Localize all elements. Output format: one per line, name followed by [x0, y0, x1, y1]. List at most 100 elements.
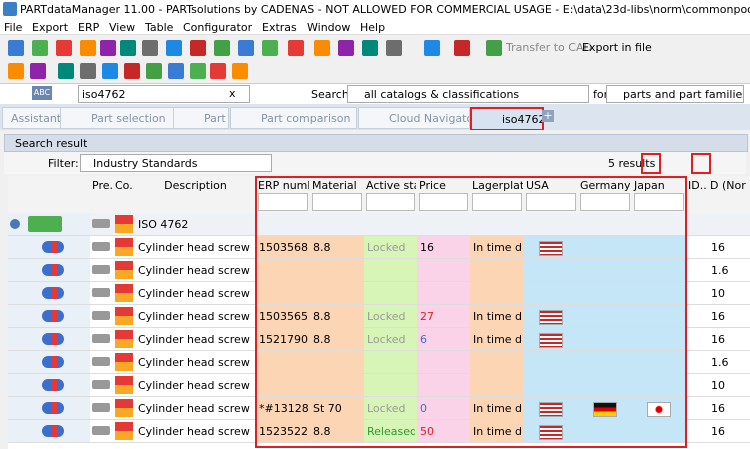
toolbar-button[interactable] — [80, 63, 96, 79]
toolbar-button[interactable] — [262, 40, 278, 56]
toolbar-button[interactable] — [190, 63, 206, 79]
column-filter[interactable] — [526, 193, 576, 211]
toolbar-button[interactable] — [210, 63, 226, 79]
cell-text: Cylinder head screw ISO 4762 ... — [138, 379, 253, 392]
cell-text: 1.6 — [711, 264, 729, 277]
target-select[interactable]: parts and part families — [606, 85, 744, 103]
flag — [539, 425, 563, 440]
panel-header: Search result — [4, 134, 748, 152]
toolbar-button[interactable] — [190, 40, 206, 56]
tab[interactable]: Part comparison — [230, 107, 357, 129]
cell-text: In time deli... — [473, 402, 522, 415]
toolbar-button[interactable] — [124, 63, 140, 79]
search-mode[interactable]: ABC — [32, 86, 52, 100]
cell — [417, 328, 470, 350]
toolbar-button[interactable] — [166, 40, 182, 56]
search-input[interactable]: iso4762 x — [78, 85, 250, 103]
column-header[interactable]: Description — [164, 179, 227, 192]
tab-add[interactable]: + — [542, 110, 554, 122]
menu-item[interactable]: Configurator — [183, 21, 253, 34]
column-header[interactable]: Co... — [115, 179, 134, 192]
toolbar-button[interactable] — [32, 40, 48, 56]
menu-item[interactable]: Window — [307, 21, 351, 34]
cell — [578, 374, 632, 396]
scope-select[interactable]: all catalogs & classifications — [347, 85, 589, 103]
cell-text: 15035658050 — [259, 310, 308, 323]
column-filter[interactable] — [312, 193, 362, 211]
column-header[interactable]: Price — [419, 179, 446, 192]
toolbar-button[interactable] — [120, 40, 136, 56]
icon — [42, 425, 64, 437]
column-header[interactable]: ERP number — [258, 179, 309, 192]
toolbar-button[interactable] — [142, 40, 158, 56]
column-header[interactable]: ID... — [688, 179, 707, 192]
tab[interactable]: Cloud Navigator — [358, 107, 470, 129]
toolbar-button[interactable] — [168, 63, 184, 79]
toolbar-button[interactable] — [424, 40, 440, 56]
export-in-file[interactable]: Export in file — [582, 41, 652, 54]
toolbar-button[interactable] — [314, 40, 330, 56]
column-filter[interactable] — [366, 193, 415, 211]
column-filter[interactable] — [580, 193, 630, 211]
toolbar-button[interactable] — [8, 40, 24, 56]
cell-text: 0 — [420, 402, 427, 415]
toolbar-button[interactable] — [362, 40, 378, 56]
cell — [632, 420, 686, 442]
toolbar-button[interactable] — [100, 40, 116, 56]
column-header[interactable]: Pre... — [92, 179, 112, 192]
toolbar-button[interactable] — [58, 63, 74, 79]
menu-item[interactable]: ERP — [78, 21, 100, 34]
cell — [470, 420, 524, 442]
toolbar-button[interactable] — [386, 40, 402, 56]
toolbar-button[interactable] — [232, 63, 248, 79]
menu-item[interactable]: View — [109, 21, 136, 34]
column-header[interactable]: Germany — [580, 179, 631, 192]
toolbar-button[interactable] — [8, 63, 24, 79]
column-filter[interactable] — [258, 193, 308, 211]
toolbar-button[interactable] — [146, 63, 162, 79]
preview — [92, 334, 110, 343]
clear-button[interactable]: x — [229, 87, 236, 100]
tab[interactable]: Assistant — [2, 107, 62, 129]
column-header[interactable]: Japan — [634, 179, 665, 192]
toolbar-button[interactable] — [56, 40, 72, 56]
cell-text: In time deli... — [473, 310, 522, 323]
toolbar-button[interactable] — [338, 40, 354, 56]
tab[interactable]: iso4762 — [470, 107, 544, 130]
toolbar-button[interactable] — [238, 40, 254, 56]
menu-item[interactable]: File — [4, 21, 23, 34]
menu-item[interactable]: Help — [360, 21, 386, 34]
column-filter[interactable] — [419, 193, 468, 211]
column-header[interactable]: USA — [526, 179, 549, 192]
cad-icon — [115, 261, 133, 279]
cell — [578, 236, 632, 258]
cad-icon — [115, 353, 133, 371]
menu-item[interactable]: Export — [32, 21, 69, 34]
filter-select[interactable]: Industry Standards — [80, 154, 272, 172]
cell-text: 50 — [420, 425, 434, 438]
toolbar-button[interactable] — [486, 40, 502, 56]
cad-icon — [115, 376, 133, 394]
menu-item[interactable]: Table — [145, 21, 174, 34]
column-header[interactable]: D (Nor — [710, 179, 746, 192]
toolbar-button[interactable] — [288, 40, 304, 56]
toolbar-button[interactable] — [102, 63, 118, 79]
cell — [256, 259, 310, 281]
column-header[interactable]: Material — [312, 179, 357, 192]
column-filter[interactable] — [472, 193, 522, 211]
column-filter[interactable] — [634, 193, 684, 211]
toolbar-button[interactable] — [454, 40, 470, 56]
tab[interactable]: Part view — [173, 107, 229, 129]
toolbar-button[interactable] — [214, 40, 230, 56]
collapse[interactable] — [10, 219, 20, 229]
toolbar-button[interactable] — [80, 40, 96, 56]
toolbar-button[interactable] — [30, 63, 46, 79]
cell-text: Cylinder head screw ISO 4762 ... — [138, 264, 253, 277]
column-header[interactable]: Lagerplatz — [472, 179, 523, 192]
transfer-to-cad[interactable]: Transfer to CAD — [506, 41, 592, 54]
column-header[interactable]: Active status — [366, 179, 416, 192]
target: parts and part families — [623, 88, 744, 101]
menu-item[interactable]: Extras — [262, 21, 297, 34]
tab[interactable]: Part selection — [60, 107, 174, 129]
